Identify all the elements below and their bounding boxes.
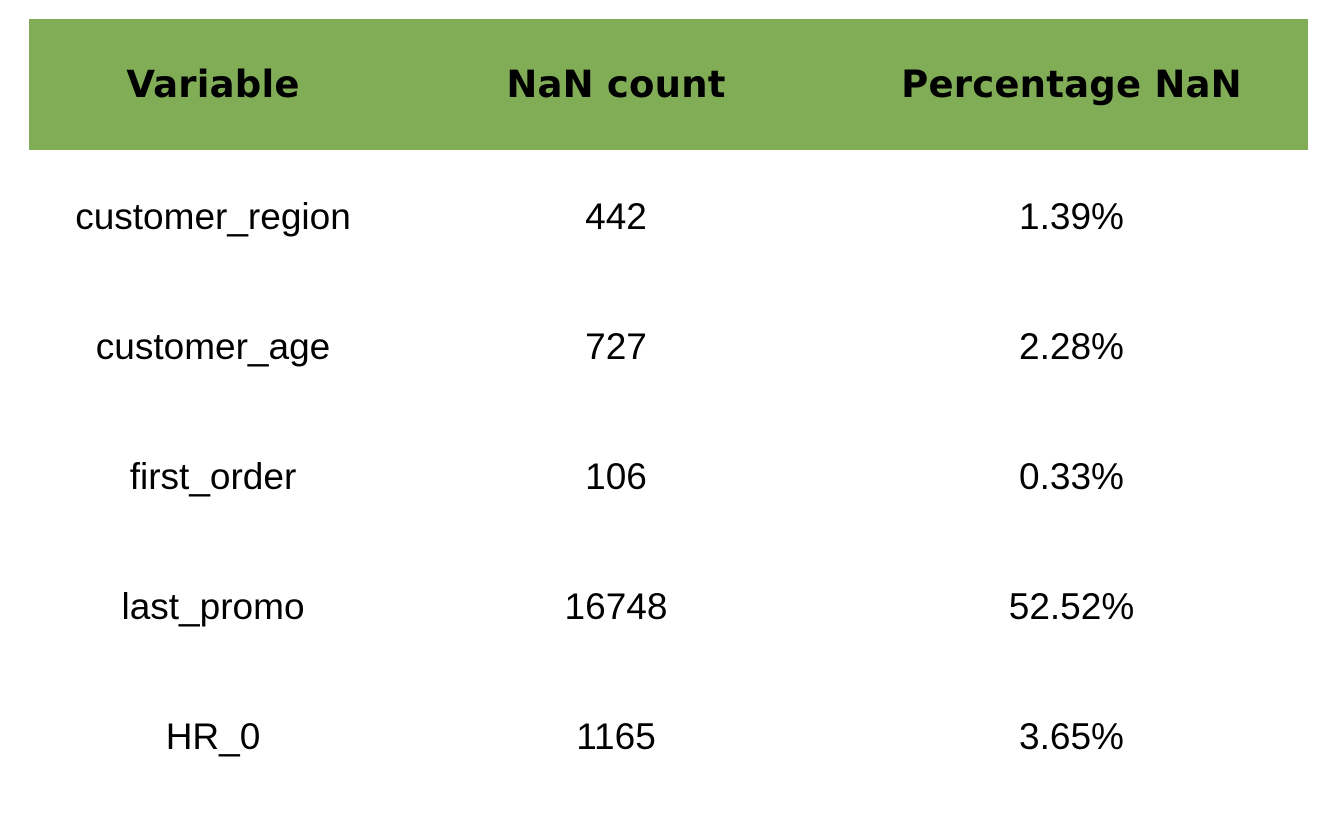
header-percentage-nan: Percentage NaN (901, 63, 1242, 106)
cell-nan-count: 442 (585, 196, 647, 237)
header-variable: Variable (126, 63, 300, 106)
table-row: customer_region 442 1.39% (29, 152, 1308, 282)
table-row: first_order 106 0.33% (29, 412, 1308, 542)
nan-summary-table: Variable NaN count Percentage NaN custom… (29, 19, 1308, 802)
cell-nan-count: 1165 (576, 716, 656, 757)
cell-variable: HR_0 (165, 716, 261, 757)
cell-nan-count: 16748 (564, 586, 668, 627)
cell-variable: customer_region (75, 196, 351, 237)
table-row: last_promo 16748 52.52% (29, 542, 1308, 672)
cell-variable: customer_age (95, 326, 331, 367)
cell-variable: first_order (129, 456, 297, 497)
cell-percentage: 52.52% (1008, 586, 1135, 627)
header-nan-count: NaN count (506, 63, 726, 106)
cell-percentage: 2.28% (1019, 326, 1124, 367)
table-body: customer_region 442 1.39% customer_age 7… (29, 152, 1308, 802)
cell-nan-count: 106 (585, 456, 647, 497)
table-row: HR_0 1165 3.65% (29, 672, 1308, 802)
cell-percentage: 1.39% (1019, 196, 1124, 237)
table-header: Variable NaN count Percentage NaN (29, 19, 1308, 150)
cell-percentage: 3.65% (1019, 716, 1124, 757)
table-row: customer_age 727 2.28% (29, 282, 1308, 412)
cell-percentage: 0.33% (1019, 456, 1124, 497)
cell-nan-count: 727 (585, 326, 647, 367)
cell-variable: last_promo (121, 586, 305, 627)
